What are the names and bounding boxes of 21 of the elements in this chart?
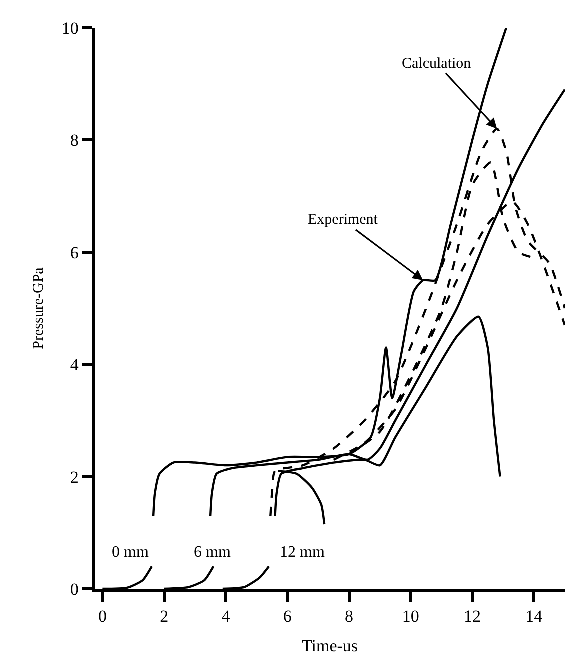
x-tick-label: 0	[98, 607, 107, 626]
y-tick-label: 6	[70, 243, 79, 262]
x-tick-label: 10	[402, 607, 420, 626]
x-tick-label: 4	[222, 607, 231, 626]
x-tick-label: 12	[464, 607, 482, 626]
annotation: Experiment	[308, 212, 379, 228]
x-tick-label: 6	[283, 607, 292, 626]
annotation: Calculation	[402, 56, 472, 72]
y-tick-label: 8	[70, 131, 79, 150]
y-tick-label: 2	[70, 468, 79, 487]
y-axis-title: Pressure-GPa	[31, 267, 48, 350]
annotation: 6 mm	[194, 544, 232, 561]
y-tick-label: 4	[70, 356, 80, 375]
x-tick-label: 2	[160, 607, 169, 626]
y-tick-label: 10	[62, 18, 79, 38]
annotation: 0 mm	[112, 544, 150, 561]
x-tick-label: 14	[526, 607, 544, 626]
y-tick-label: 0	[70, 580, 79, 599]
annotation: 12 mm	[280, 544, 326, 561]
x-tick-label: 8	[345, 607, 354, 626]
x-axis-title: Time-us	[302, 636, 358, 656]
